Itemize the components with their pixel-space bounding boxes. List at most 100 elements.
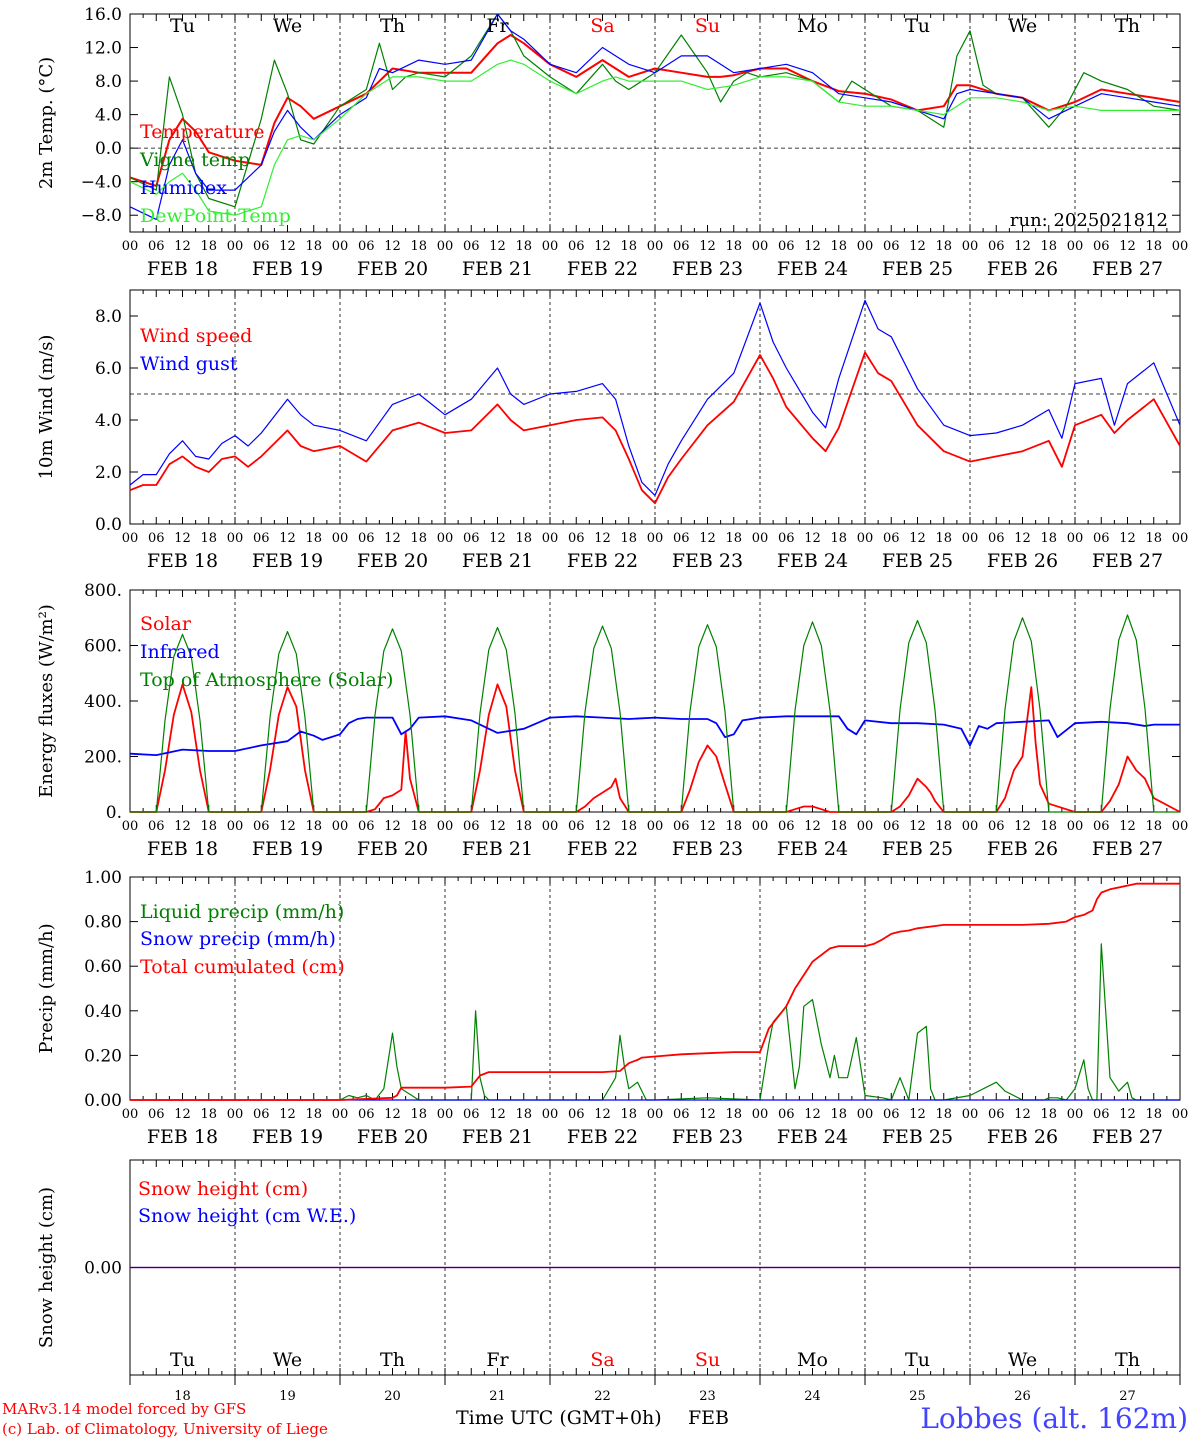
x-axis-month: FEB — [688, 1407, 729, 1429]
x-date-label: FEB 25 — [882, 550, 953, 572]
y-axis-label: 2m Temp. (°C) — [36, 57, 57, 189]
x-hour-label: 12 — [384, 819, 401, 834]
day-name-bottom: Th — [380, 1349, 405, 1371]
x-hour-label: 06 — [988, 531, 1005, 546]
x-date-label: FEB 21 — [462, 258, 533, 280]
day-name-bottom: We — [273, 1349, 302, 1371]
x-date-label: FEB 24 — [777, 838, 848, 860]
day-name-top: We — [1008, 15, 1037, 37]
x-hour-label: 12 — [699, 1107, 716, 1122]
day-name-bottom: Fr — [486, 1349, 509, 1371]
panel-2: 8.0 6.0 4.0 2.0 0.0 10m Wind (m/s) Wind speed W… — [36, 289, 1188, 572]
x-hour-label: 18 — [410, 1107, 427, 1122]
x-hour-label: 18 — [620, 1107, 637, 1122]
x-hour-label: 06 — [1093, 819, 1110, 834]
x-hour-label: 06 — [148, 239, 165, 254]
x-hour-label: 18 — [515, 1107, 532, 1122]
x-hour-label: 18 — [410, 819, 427, 834]
x-hour-label: 06 — [358, 239, 375, 254]
x-date-label: FEB 25 — [882, 838, 953, 860]
x-hour-label: 12 — [384, 239, 401, 254]
y-tick-label: 800. — [84, 581, 122, 601]
y-tick-label: 200. — [84, 748, 122, 768]
day-name-bottom: We — [1008, 1349, 1037, 1371]
y-tick-label: 0.40 — [84, 1002, 122, 1022]
legend-item: Liquid precip (mm/h) — [140, 901, 344, 923]
x-hour-label: 00 — [122, 531, 139, 546]
day-name-top: Sa — [590, 15, 614, 37]
x-hour-label: 12 — [804, 531, 821, 546]
x-hour-label: 00 — [122, 1107, 139, 1122]
x-date-label: FEB 23 — [672, 258, 743, 280]
legend-item: Top of Atmosphere (Solar) — [140, 669, 393, 691]
x-hour-label: 06 — [1093, 531, 1110, 546]
x-hour-label: 06 — [148, 1107, 165, 1122]
y-axis-label: Snow height (cm) — [36, 1187, 57, 1348]
x-hour-label: 12 — [279, 819, 296, 834]
x-hour-label: 12 — [489, 819, 506, 834]
x-hour-label: 06 — [778, 531, 795, 546]
station-name: Lobbes (alt. 162m) — [920, 1402, 1188, 1435]
x-hour-label: 18 — [515, 531, 532, 546]
x-hour-label: 18 — [200, 1107, 217, 1122]
x-hour-label: 12 — [384, 1107, 401, 1122]
series-line-temperature — [129, 34, 1181, 187]
lab-credit: (c) Lab. of Climatology, University of L… — [2, 1420, 328, 1438]
x-hour-label: 00 — [962, 531, 979, 546]
x-hour-label: 00 — [1067, 819, 1084, 834]
day-name-top: Su — [695, 15, 720, 37]
x-hour-label: 18 — [935, 1107, 952, 1122]
x-hour-label: 12 — [699, 819, 716, 834]
x-hour-label: 06 — [673, 819, 690, 834]
x-hour-label: 06 — [778, 239, 795, 254]
x-hour-label: 18 — [620, 819, 637, 834]
x-hour-label: 18 — [1040, 531, 1057, 546]
x-hour-label: 12 — [174, 239, 191, 254]
x-hour-label: 00 — [542, 1107, 559, 1122]
x-hour-label: 00 — [332, 239, 349, 254]
x-hour-label: 00 — [752, 1107, 769, 1122]
x-date-label: FEB 19 — [252, 550, 323, 572]
x-hour-label: 06 — [883, 239, 900, 254]
series-line-total-cumulated-cm — [130, 882, 1180, 1101]
y-tick-label: 4.0 — [95, 106, 122, 126]
day-number: 22 — [594, 1389, 611, 1404]
x-hour-label: 12 — [384, 531, 401, 546]
x-date-label: FEB 20 — [357, 550, 428, 572]
x-hour-label: 18 — [830, 819, 847, 834]
x-hour-label: 18 — [725, 819, 742, 834]
x-hour-label: 00 — [857, 239, 874, 254]
x-hour-label: 06 — [463, 239, 480, 254]
day-name-top: Th — [380, 15, 405, 37]
x-hour-label: 00 — [227, 1107, 244, 1122]
y-tick-label: 0.60 — [84, 957, 122, 977]
x-hour-label: 18 — [725, 239, 742, 254]
x-hour-label: 00 — [437, 1107, 454, 1122]
day-name-bottom: Th — [1115, 1349, 1140, 1371]
x-date-label: FEB 21 — [462, 1126, 533, 1148]
x-hour-label: 06 — [673, 1107, 690, 1122]
x-hour-label: 00 — [962, 1107, 979, 1122]
x-date-label: FEB 21 — [462, 838, 533, 860]
day-number: 20 — [384, 1389, 401, 1404]
x-hour-label: 06 — [568, 819, 585, 834]
x-date-label: FEB 26 — [987, 838, 1058, 860]
y-tick-label: 0.80 — [84, 913, 122, 933]
x-hour-label: 18 — [515, 819, 532, 834]
day-name-top: Th — [1115, 15, 1140, 37]
series-line-vigne-temp — [129, 13, 1181, 208]
y-tick-label: 0.00 — [84, 1259, 122, 1279]
x-hour-label: 12 — [1014, 531, 1031, 546]
y-tick-label: −8.0 — [81, 206, 122, 226]
x-hour-label: 00 — [122, 239, 139, 254]
series-line-wind-gust — [129, 299, 1181, 496]
x-hour-label: 12 — [594, 819, 611, 834]
day-number: 26 — [1014, 1389, 1031, 1404]
x-hour-label: 06 — [988, 819, 1005, 834]
y-tick-label: 0.20 — [84, 1046, 122, 1066]
x-hour-label: 12 — [489, 531, 506, 546]
x-hour-label: 00 — [647, 1107, 664, 1122]
x-date-label: FEB 18 — [147, 258, 218, 280]
y-tick-label: 0.0 — [95, 515, 122, 535]
